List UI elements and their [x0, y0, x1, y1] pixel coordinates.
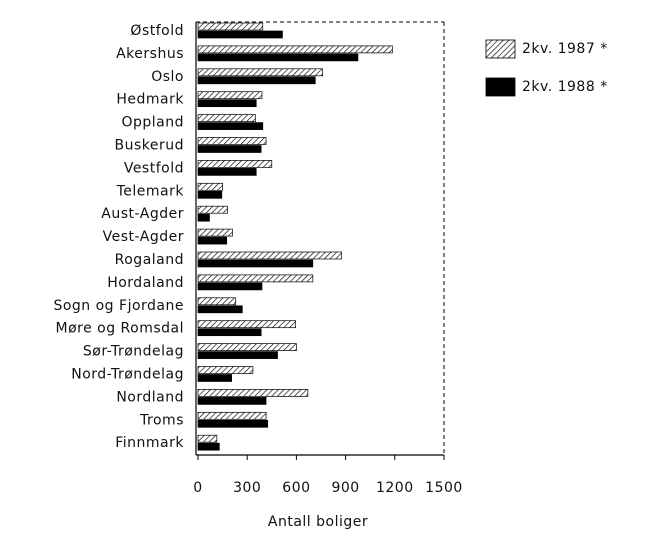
- x-axis-title: Antall boliger: [268, 514, 368, 530]
- bar: [197, 274, 314, 283]
- y-tick-label: Vest-Agder: [103, 229, 184, 245]
- y-tick-label: Akershus: [116, 46, 184, 62]
- bar: [197, 297, 237, 306]
- y-tick-label: Sogn og Fjordane: [53, 298, 184, 314]
- y-tick-label: Hordaland: [107, 275, 184, 291]
- bar: [197, 76, 316, 85]
- y-tick-label: Telemark: [116, 183, 185, 199]
- bar: [197, 282, 263, 291]
- legend-label: 2kv. 1987 *: [522, 41, 608, 57]
- bar: [197, 374, 232, 382]
- y-tick-label: Buskerud: [114, 138, 184, 154]
- bar: [197, 182, 223, 191]
- bar: [197, 168, 257, 176]
- bar: [197, 91, 263, 100]
- bar: [197, 397, 267, 405]
- bar: [197, 228, 233, 237]
- bar: [197, 205, 228, 214]
- y-tick-label: Aust-Agder: [101, 206, 184, 222]
- bar: [197, 30, 283, 39]
- bar: [197, 366, 254, 374]
- y-tick-label: Østfold: [130, 23, 184, 39]
- x-tick-label: 0: [193, 480, 202, 496]
- bar: [197, 389, 309, 397]
- bar: [197, 68, 323, 77]
- legend-label: 2kv. 1988 *: [522, 79, 608, 95]
- y-tick-label: Nordland: [116, 389, 184, 405]
- bar: [197, 305, 243, 314]
- bar: [197, 160, 273, 168]
- bar: [197, 343, 297, 351]
- bar: [197, 190, 223, 199]
- legend-swatch: [485, 77, 516, 97]
- x-tick-label: 900: [331, 480, 359, 496]
- bar: [197, 145, 262, 153]
- y-tick-label: Møre og Romsdal: [55, 321, 184, 337]
- y-tick-label: Hedmark: [116, 92, 184, 108]
- bar: [197, 351, 278, 359]
- bar: [197, 411, 267, 420]
- bar: [197, 328, 262, 337]
- bar: [197, 22, 264, 31]
- y-tick-label: Rogaland: [115, 252, 184, 268]
- bar: [197, 213, 210, 222]
- bar: [197, 236, 228, 245]
- x-tick-label: 600: [282, 480, 310, 496]
- y-tick-label: Oslo: [151, 69, 184, 85]
- bar: [197, 251, 342, 260]
- bar: [197, 434, 218, 443]
- y-tick-label: Sør-Trøndelag: [83, 344, 184, 360]
- bar: [197, 122, 264, 130]
- y-tick-label: Nord-Trøndelag: [71, 367, 184, 383]
- legend-swatch: [485, 39, 516, 59]
- x-tick-label: 1200: [376, 480, 414, 496]
- x-tick-label: 1500: [425, 480, 463, 496]
- bar: [197, 99, 257, 108]
- x-tick-label: 300: [233, 480, 261, 496]
- bar: [197, 259, 314, 268]
- bar: [197, 45, 393, 54]
- y-tick-label: Finnmark: [115, 435, 184, 451]
- bar: [197, 419, 269, 428]
- bar: [197, 114, 256, 122]
- bar: [197, 137, 267, 145]
- y-tick-label: Vestfold: [124, 160, 184, 176]
- bar: [197, 53, 359, 62]
- y-tick-label: Oppland: [121, 115, 184, 131]
- y-tick-label: Troms: [139, 412, 184, 428]
- bar: [197, 320, 296, 329]
- bar: [197, 442, 220, 451]
